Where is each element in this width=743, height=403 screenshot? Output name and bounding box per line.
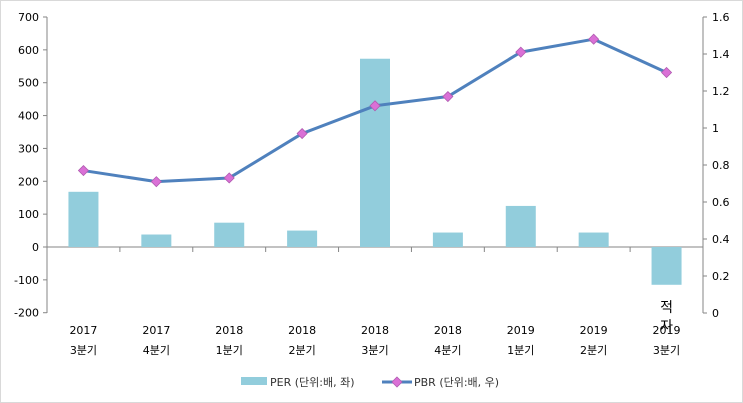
legend-pbr-label: PBR (단위:배, 우) (414, 376, 499, 389)
y-right-tick-label: 1.4 (712, 48, 730, 61)
per-bar (287, 230, 318, 247)
legend: PER (단위:배, 좌) PBR (단위:배, 우) (241, 376, 499, 389)
per-bar (505, 205, 536, 247)
y-left-tick-label: 500 (18, 77, 39, 90)
y-left-tick-label: -100 (14, 274, 39, 287)
legend-pbr-marker (391, 376, 403, 388)
category-quarter-label: 1분기 (216, 344, 243, 357)
y-right-tick-label: 0.2 (712, 270, 730, 283)
y-left-tick-label: 200 (18, 175, 39, 188)
category-year-label: 2018 (215, 324, 243, 337)
category-year-label: 2019 (507, 324, 535, 337)
y-right-tick-label: 0 (712, 307, 719, 320)
category-year-label: 2018 (434, 324, 462, 337)
legend-per-swatch (241, 377, 267, 385)
per-bar (68, 191, 99, 247)
pbr-marker (588, 33, 600, 45)
category-year-label: 2019 (653, 324, 681, 337)
pbr-marker (515, 46, 527, 58)
annotation-line2: 자 (660, 319, 673, 335)
pbr-marker (660, 66, 673, 79)
y-right-tick-label: 0.6 (712, 196, 730, 209)
y-left-tick-label: -200 (14, 307, 39, 320)
y-right-tick-label: 1.6 (712, 11, 730, 24)
axes: -200 -100 0 100 200 300 400 500 600 700 0 0.2 0.4 0.6… (14, 11, 729, 320)
category-quarter-label: 3분기 (70, 344, 97, 357)
y-right-tick-label: 0.8 (712, 159, 730, 172)
category-quarter-label: 3분기 (361, 344, 388, 357)
y-left-tick-label: 0 (32, 241, 39, 254)
y-left-tick-label: 100 (18, 208, 39, 221)
y-right-tick-label: 0.4 (712, 233, 730, 246)
pbr-line (77, 33, 673, 188)
annotation: 적 자 (660, 300, 673, 335)
category-year-label: 2018 (288, 324, 316, 337)
pbr-marker (77, 164, 90, 177)
category-year-label: 2017 (69, 324, 97, 337)
y-right-tick-label: 1.2 (712, 85, 730, 98)
category-quarter-label: 4분기 (434, 344, 461, 357)
category-year-label: 2019 (580, 324, 608, 337)
per-bars (68, 58, 682, 285)
pbr-marker (150, 176, 162, 188)
legend-per-label: PER (단위:배, 좌) (270, 376, 355, 389)
per-bar (432, 232, 463, 247)
y-left-tick-label: 600 (18, 44, 39, 57)
per-bar (651, 247, 682, 285)
per-bar (578, 232, 609, 247)
category-quarter-label: 4분기 (143, 344, 170, 357)
category-year-label: 2018 (361, 324, 389, 337)
per-bar (360, 58, 390, 247)
pbr-marker (296, 127, 308, 140)
category-quarter-label: 1분기 (507, 344, 534, 357)
per-bar (141, 234, 172, 247)
annotation-line1: 적 (660, 300, 673, 316)
y-left-tick-label: 400 (18, 110, 39, 123)
per-bar (214, 222, 245, 247)
pbr-marker (442, 90, 454, 103)
category-quarter-label: 2분기 (288, 344, 315, 357)
category-labels: 2017 3분기 2017 4분기 2018 1분기 2018 2분기 2018 3분기 2018 4… (69, 324, 680, 357)
pbr-marker (223, 172, 235, 184)
category-quarter-label: 2분기 (580, 344, 607, 357)
y-left-tick-label: 300 (18, 142, 39, 155)
category-year-label: 2017 (142, 324, 170, 337)
y-right-tick-label: 1 (712, 122, 719, 135)
pbr-marker (369, 100, 381, 112)
y-left-tick-label: 700 (18, 11, 39, 24)
category-quarter-label: 3분기 (653, 344, 680, 357)
